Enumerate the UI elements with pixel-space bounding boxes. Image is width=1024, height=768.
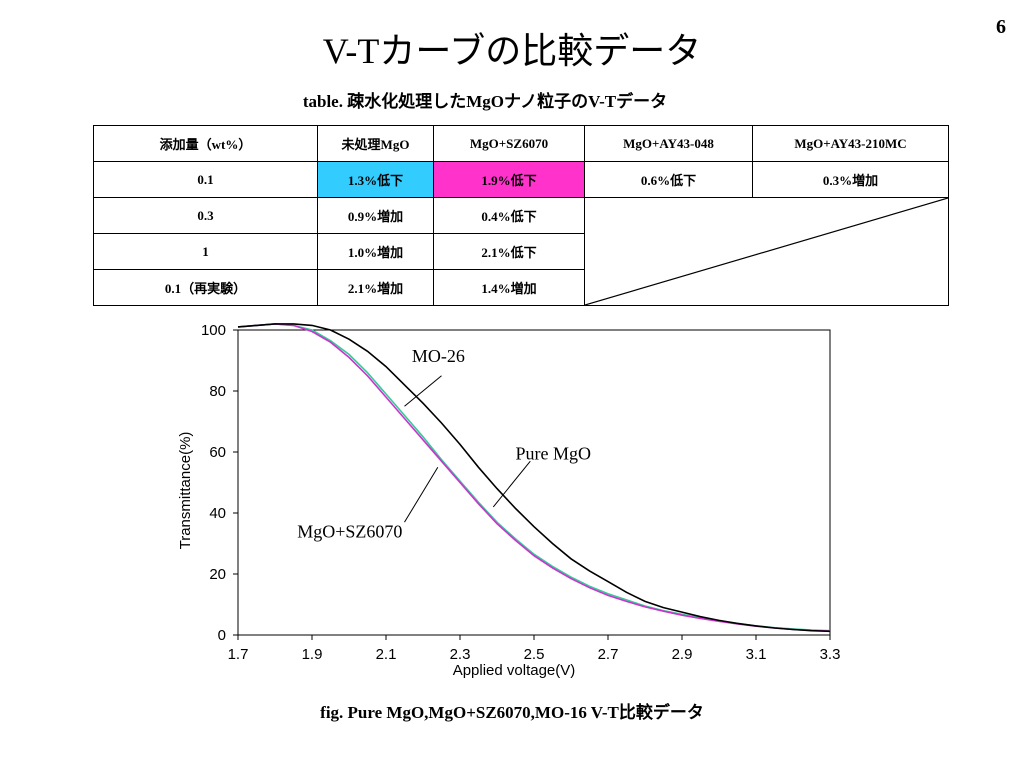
table-cell: 0.3 [93, 197, 318, 234]
table-cell: 1.0%増加 [317, 233, 434, 270]
y-tick-label: 60 [209, 444, 226, 461]
header-cell: 添加量（wt%） [93, 125, 318, 162]
table-cell: 0.9%増加 [317, 197, 434, 234]
table-cell: 1.4%増加 [433, 269, 585, 306]
x-tick-label: 3.3 [820, 646, 841, 663]
table-cell: 0.6%低下 [584, 161, 753, 198]
plot-area [237, 329, 831, 636]
table-row: 0.1（再実験） 2.1%増加 1.4%増加 [93, 269, 949, 306]
header-cell: MgO+SZ6070 [433, 125, 585, 162]
diagonal-line [585, 198, 948, 305]
y-tick-label: 0 [218, 627, 226, 644]
table-header-row: 添加量（wt%） 未処理MgO MgO+SZ6070 MgO+AY43-048 … [93, 125, 949, 162]
table-cell-highlight-magenta: 1.9%低下 [433, 161, 585, 198]
figure-caption: fig. Pure MgO,MgO+SZ6070,MO-16 V-T比較データ [320, 703, 704, 722]
y-tick-label: 20 [209, 566, 226, 583]
annotation-leader-line [404, 466, 439, 523]
x-tick-label: 1.9 [302, 646, 323, 663]
y-axis-label: Transmittance(%) [177, 432, 194, 550]
x-tick-label: 2.5 [524, 646, 545, 663]
table-cell: 2.1%低下 [433, 233, 585, 270]
table-cell: 0.1 [93, 161, 318, 198]
vt-chart: 1.7 1.9 2.1 2.3 2.5 2.7 2.9 3.1 3.3 0 20 40 60 80 100 A… [177, 322, 841, 679]
table-cell-highlight-cyan: 1.3%低下 [317, 161, 434, 198]
header-cell: MgO+AY43-048 [584, 125, 753, 162]
page-number: 6 [996, 16, 1006, 38]
x-tick-label: 2.3 [450, 646, 471, 663]
table-caption: table. 疎水化処理したMgOナノ粒子のV-Tデータ [302, 92, 668, 111]
annotation-leader-line [492, 460, 531, 508]
x-axis-label: Applied voltage(V) [453, 662, 576, 679]
vt-comparison-table: 添加量（wt%） 未処理MgO MgO+SZ6070 MgO+AY43-048 … [93, 125, 949, 306]
table-cell: 0.3%増加 [752, 161, 949, 198]
empty-block-diagonal [584, 197, 949, 306]
table-cell: 0.1（再実験） [93, 269, 318, 306]
y-tick-label: 40 [209, 505, 226, 522]
table-row: 0.1 1.3%低下 1.9%低下 0.6%低下 0.3%増加 [93, 161, 949, 198]
x-tick-label: 2.7 [598, 646, 619, 663]
header-cell: MgO+AY43-210MC [752, 125, 949, 162]
x-tick-label: 3.1 [746, 646, 767, 663]
table-cell: 0.4%低下 [433, 197, 585, 234]
annotation-leader-line [404, 375, 442, 407]
table-row: 1 1.0%増加 2.1%低下 [93, 233, 949, 270]
table-cell: 2.1%増加 [317, 269, 434, 306]
y-tick-label: 100 [201, 322, 226, 339]
slide-title: V-Tカーブの比較データ [322, 31, 702, 71]
x-tick-label: 2.1 [376, 646, 397, 663]
annotation-label: Pure MgO [516, 444, 592, 464]
table-cell: 1 [93, 233, 318, 270]
table-row: 0.3 0.9%増加 0.4%低下 [93, 197, 949, 306]
annotation-label: MgO+SZ6070 [297, 521, 402, 541]
header-cell: 未処理MgO [317, 125, 434, 162]
annotation-label: MO-26 [412, 346, 465, 366]
series-line-mo-26 [237, 323, 831, 633]
y-tick-label: 80 [209, 383, 226, 400]
x-tick-label: 2.9 [672, 646, 693, 663]
x-tick-label: 1.7 [228, 646, 249, 663]
